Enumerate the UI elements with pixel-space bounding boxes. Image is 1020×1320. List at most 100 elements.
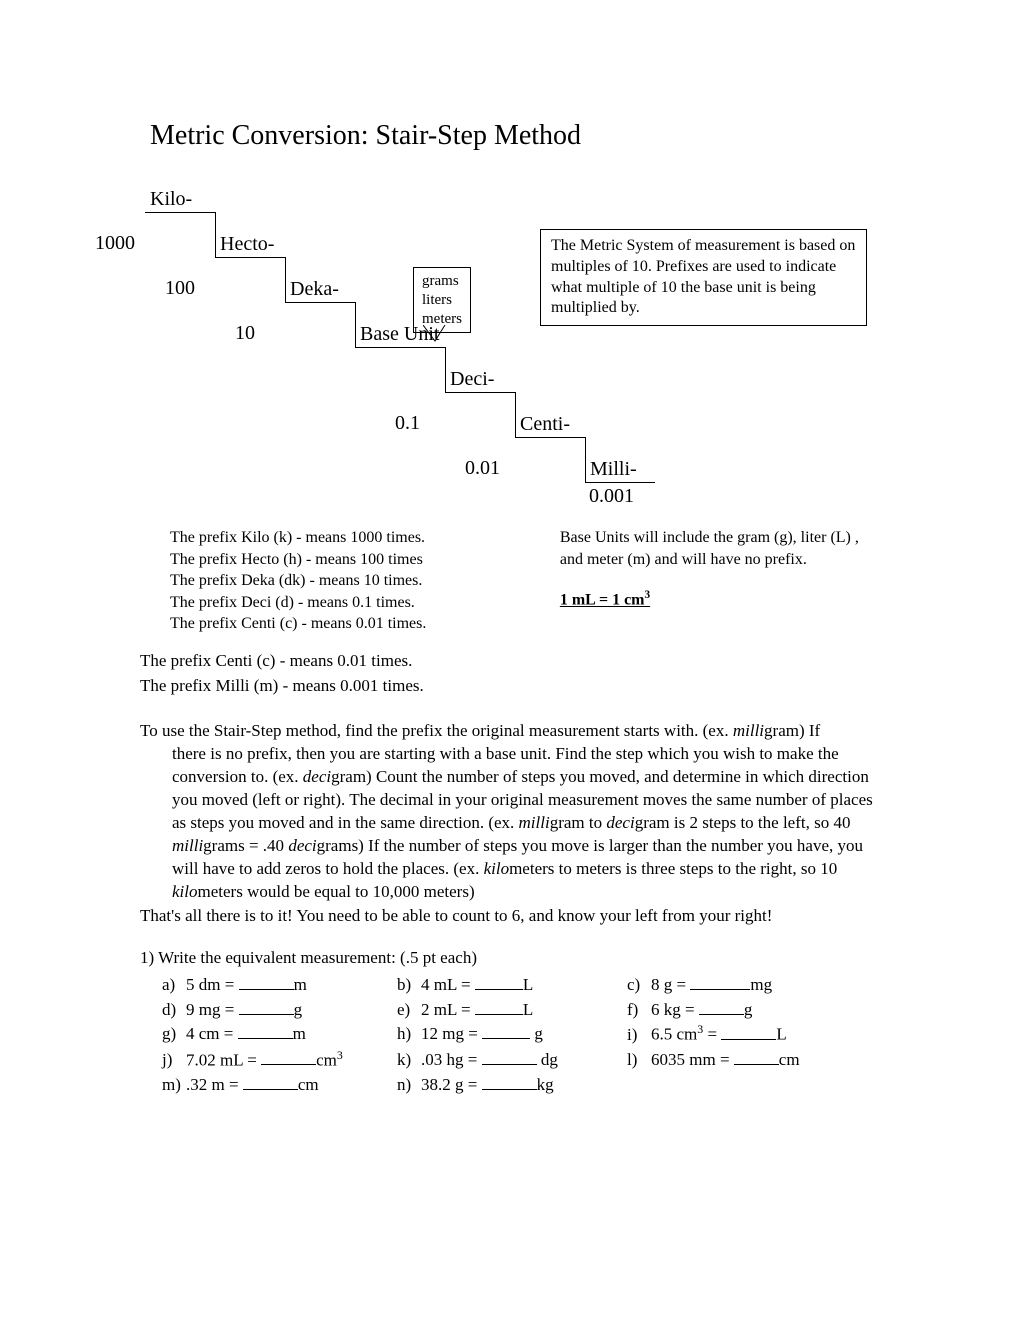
answer-blank[interactable] bbox=[721, 1022, 776, 1040]
instr-i2: deci bbox=[303, 767, 331, 786]
extra-prefix-line: The prefix Milli (m) - means 0.001 times… bbox=[140, 674, 875, 699]
question-unit: kg bbox=[537, 1075, 554, 1094]
instr-t1a: gram) If bbox=[764, 721, 820, 740]
question-unit: dg bbox=[537, 1050, 558, 1069]
step-vline bbox=[285, 257, 286, 302]
instr-t5: grams = .40 bbox=[203, 836, 288, 855]
base-units-text: Base Units will include the gram (g), li… bbox=[560, 527, 875, 570]
info-box: The Metric System of measurement is base… bbox=[540, 229, 867, 326]
question-label: h) bbox=[397, 1022, 421, 1046]
answer-blank[interactable] bbox=[261, 1047, 316, 1065]
step-hline bbox=[515, 437, 585, 438]
question-cell: c)8 g = mg bbox=[627, 972, 857, 997]
question-lhs: 6 kg = bbox=[651, 1000, 699, 1019]
step-prefix: Deka- bbox=[290, 278, 339, 301]
question-label: b) bbox=[397, 973, 421, 997]
question-unit: mg bbox=[750, 975, 772, 994]
question-cell: l)6035 mm = cm bbox=[627, 1047, 857, 1072]
step-prefix: Kilo- bbox=[150, 188, 192, 211]
question-text: 2 mL = L bbox=[421, 997, 533, 1022]
stair-step-diagram: gramslitersmeters The Metric System of m… bbox=[145, 187, 865, 527]
step-vline bbox=[215, 212, 216, 257]
answer-blank[interactable] bbox=[482, 1021, 530, 1039]
step-prefix: Deci- bbox=[450, 368, 494, 391]
question-unit: cm bbox=[779, 1050, 800, 1069]
mlcm-text: 1 mL = 1 cm bbox=[560, 592, 645, 609]
step-value: 0.001 bbox=[589, 485, 634, 508]
instr-i3: milli bbox=[519, 813, 550, 832]
question-label: k) bbox=[397, 1048, 421, 1072]
question-label: a) bbox=[162, 973, 186, 997]
answer-blank[interactable] bbox=[734, 1047, 779, 1065]
question-lhs: 7.02 mL = bbox=[186, 1050, 261, 1069]
answer-blank[interactable] bbox=[239, 972, 294, 990]
question-text: .32 m = cm bbox=[186, 1072, 319, 1097]
answer-blank[interactable] bbox=[699, 997, 744, 1015]
instr-i5: milli bbox=[172, 836, 203, 855]
question-unit-sup: 3 bbox=[337, 1048, 343, 1062]
step-vline bbox=[445, 347, 446, 392]
question-cell: g)4 cm = m bbox=[162, 1021, 397, 1046]
question-cell: e)2 mL = L bbox=[397, 997, 627, 1022]
answer-blank[interactable] bbox=[475, 972, 523, 990]
question-row: m).32 m = cmn)38.2 g = kg bbox=[162, 1072, 875, 1097]
instructions-body: there is no prefix, then you are startin… bbox=[140, 743, 875, 904]
instr-t3: gram to bbox=[550, 813, 607, 832]
question-post: = bbox=[703, 1025, 721, 1044]
mlcm-sup: 3 bbox=[645, 589, 651, 601]
step-vline bbox=[515, 392, 516, 437]
extra-prefix-line: The prefix Centi (c) - means 0.01 times. bbox=[140, 649, 875, 674]
question-cell: h)12 mg = g bbox=[397, 1021, 627, 1046]
answer-blank[interactable] bbox=[482, 1047, 537, 1065]
answer-blank[interactable] bbox=[238, 1021, 293, 1039]
questions-heading: 1) Write the equivalent measurement: (.5… bbox=[140, 948, 875, 968]
question-row: a)5 dm = mb)4 mL = Lc)8 g = mg bbox=[162, 972, 875, 997]
answer-blank[interactable] bbox=[475, 997, 523, 1015]
step-vline bbox=[355, 302, 356, 347]
question-cell: a)5 dm = m bbox=[162, 972, 397, 997]
question-lhs: 2 mL = bbox=[421, 1000, 475, 1019]
question-text: 7.02 mL = cm3 bbox=[186, 1047, 343, 1072]
instr-t8: meters would be equal to 10,000 meters) bbox=[198, 882, 475, 901]
question-unit: cm bbox=[298, 1075, 319, 1094]
question-row: d)9 mg = ge)2 mL = Lf)6 kg = g bbox=[162, 997, 875, 1022]
instructions-paragraph: To use the Stair-Step method, find the p… bbox=[140, 720, 875, 904]
question-cell: n)38.2 g = kg bbox=[397, 1072, 627, 1097]
question-unit: L bbox=[523, 975, 533, 994]
step-prefix: Base Unit bbox=[360, 323, 439, 346]
step-vline bbox=[585, 437, 586, 482]
question-cell: m).32 m = cm bbox=[162, 1072, 397, 1097]
step-value: 100 bbox=[165, 277, 213, 300]
question-unit: L bbox=[523, 1000, 533, 1019]
question-text: 9 mg = g bbox=[186, 997, 302, 1022]
worksheet-page: Metric Conversion: Stair-Step Method gra… bbox=[0, 0, 1020, 1320]
question-lhs: 6035 mm = bbox=[651, 1050, 734, 1069]
instr-t4: gram is 2 steps to the left, so 40 bbox=[635, 813, 851, 832]
question-label: c) bbox=[627, 973, 651, 997]
question-label: n) bbox=[397, 1073, 421, 1097]
question-label: m) bbox=[162, 1073, 186, 1097]
question-row: g)4 cm = mh)12 mg = gi)6.5 cm3 = L bbox=[162, 1021, 875, 1046]
prefix-explanations-left: The prefix Kilo (k) - means 1000 times.T… bbox=[170, 527, 505, 635]
question-label: d) bbox=[162, 998, 186, 1022]
question-lhs: .03 hg = bbox=[421, 1050, 482, 1069]
prefix-line: The prefix Hecto (h) - means 100 times bbox=[170, 549, 505, 571]
closing-line: That's all there is to it! You need to b… bbox=[140, 906, 875, 926]
answer-blank[interactable] bbox=[482, 1072, 537, 1090]
question-text: 4 mL = L bbox=[421, 972, 533, 997]
answer-blank[interactable] bbox=[243, 1072, 298, 1090]
prefix-line: The prefix Deka (dk) - means 10 times. bbox=[170, 570, 505, 592]
question-cell: k).03 hg = dg bbox=[397, 1047, 627, 1072]
question-cell: f)6 kg = g bbox=[627, 997, 857, 1022]
question-cell: b)4 mL = L bbox=[397, 972, 627, 997]
question-lhs: 4 cm = bbox=[186, 1024, 238, 1043]
question-cell: d)9 mg = g bbox=[162, 997, 397, 1022]
question-text: 4 cm = m bbox=[186, 1021, 306, 1046]
question-unit: m bbox=[293, 1024, 306, 1043]
explanations-row: The prefix Kilo (k) - means 1000 times.T… bbox=[150, 527, 875, 635]
question-text: 6035 mm = cm bbox=[651, 1047, 800, 1072]
answer-blank[interactable] bbox=[239, 997, 294, 1015]
instr-i4: deci bbox=[606, 813, 634, 832]
question-label: i) bbox=[627, 1023, 651, 1047]
answer-blank[interactable] bbox=[690, 972, 750, 990]
